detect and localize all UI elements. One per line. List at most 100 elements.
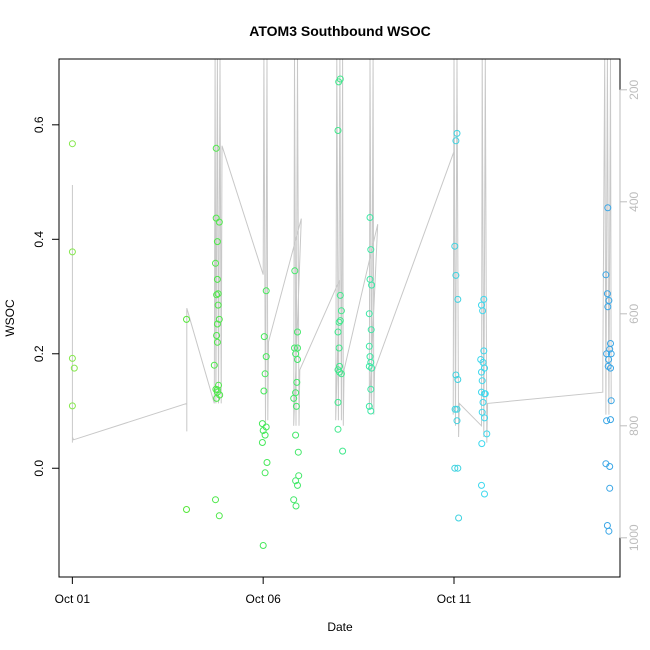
data-point — [451, 242, 459, 250]
data-point — [261, 469, 269, 477]
data-point — [478, 481, 485, 489]
data-point — [454, 295, 462, 303]
y-tick-label: 0.0 — [32, 460, 46, 477]
x-axis-label: Date — [327, 620, 353, 634]
data-point — [68, 140, 76, 148]
data-point — [213, 238, 221, 246]
data-point — [451, 405, 459, 413]
data-point — [452, 137, 460, 145]
data-point — [365, 310, 373, 318]
data-point — [261, 431, 269, 439]
data-point — [452, 271, 460, 279]
data-point — [454, 464, 462, 472]
data-point — [213, 275, 221, 283]
data-point — [454, 376, 462, 383]
altitude-track-layer — [71, 58, 612, 443]
data-point — [261, 370, 269, 378]
data-point — [262, 287, 270, 295]
x-axis: Oct 01 Oct 06 Oct 11 — [55, 576, 472, 606]
data-point — [451, 464, 459, 472]
data-point — [336, 317, 344, 325]
data-point — [212, 144, 220, 152]
data-point — [367, 358, 375, 366]
data-point — [483, 430, 491, 438]
data-point — [292, 502, 300, 510]
data-point — [212, 259, 219, 267]
data-point — [455, 514, 463, 522]
data-point — [607, 416, 614, 424]
data-point — [605, 356, 613, 363]
data-point — [210, 361, 218, 369]
x-tick-label: Oct 06 — [245, 592, 281, 606]
data-point — [213, 338, 221, 346]
x-tick-label: Oct 01 — [55, 592, 91, 606]
data-point — [337, 307, 345, 315]
data-point — [365, 342, 373, 350]
data-point — [603, 290, 611, 298]
data-point — [68, 402, 76, 410]
data-point — [337, 370, 345, 378]
data-point — [478, 368, 485, 376]
data-point — [263, 459, 271, 466]
data-point — [452, 371, 460, 379]
y2-tick-label: 800 — [627, 415, 641, 435]
data-point — [339, 447, 347, 455]
data-point — [368, 364, 376, 372]
chart-title: ATOM3 Southbound WSOC — [249, 23, 430, 39]
data-point — [453, 405, 461, 413]
data-point — [607, 397, 615, 405]
data-point — [260, 333, 268, 341]
data-point — [334, 398, 342, 406]
data-point — [335, 344, 343, 352]
data-point — [335, 318, 343, 326]
data-point — [478, 440, 486, 448]
data-point — [368, 281, 376, 289]
data-point — [366, 214, 374, 221]
y-axis-label: WSOC — [3, 299, 17, 337]
data-point — [605, 527, 613, 535]
y-tick-label: 0.6 — [32, 116, 46, 133]
data-point — [367, 326, 375, 334]
data-point — [213, 394, 221, 402]
data-point — [481, 390, 489, 398]
data-point — [480, 347, 488, 355]
data-point — [292, 431, 300, 439]
data-point — [294, 481, 301, 489]
y-axis-left: 0.0 0.2 0.4 0.6 — [32, 116, 60, 477]
data-point — [212, 496, 219, 504]
data-point — [336, 362, 343, 370]
data-point — [70, 364, 78, 372]
data-point — [336, 291, 344, 299]
data-point — [292, 477, 300, 485]
y2-tick-label: 1000 — [627, 524, 641, 551]
data-point — [606, 463, 614, 470]
data-point — [453, 417, 461, 425]
y2-tick-label: 600 — [627, 303, 641, 323]
data-point — [603, 522, 611, 529]
data-point — [293, 378, 301, 386]
data-point — [215, 315, 223, 323]
data-points-layer — [68, 75, 615, 549]
data-point — [214, 301, 222, 309]
x-tick-label: Oct 11 — [437, 592, 472, 606]
data-point — [606, 484, 614, 492]
data-point — [607, 364, 614, 372]
data-point — [294, 356, 301, 363]
data-point — [481, 490, 488, 498]
data-point — [183, 315, 190, 323]
data-point — [215, 512, 223, 520]
data-point — [291, 267, 299, 275]
data-point — [262, 353, 270, 361]
data-point — [478, 388, 485, 396]
data-point — [295, 472, 303, 480]
data-point — [335, 78, 343, 86]
data-point — [365, 402, 373, 410]
data-point — [68, 248, 76, 256]
data-point — [259, 427, 267, 434]
data-point — [334, 425, 342, 433]
data-point — [68, 354, 76, 362]
data-point — [290, 496, 298, 504]
data-point — [213, 332, 221, 339]
data-point — [604, 303, 612, 311]
